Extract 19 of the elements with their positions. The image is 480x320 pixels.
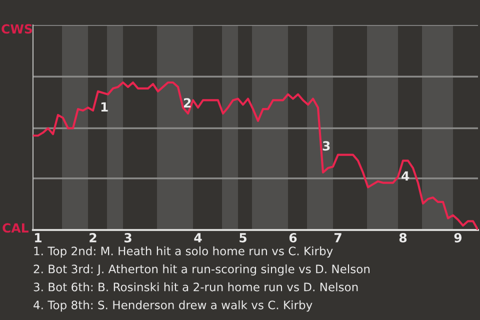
x-tick-label: 4 (194, 233, 202, 242)
text: 3. Bot 6th: B. Rosinski hit a 2-run home run vs D. Nelson (34, 282, 358, 292)
text: 1. Top 2nd: M. Heath hit a solo home run vs C. Kirby (34, 246, 333, 258)
annotation: 2 (184, 98, 191, 108)
text: CAL (2, 223, 28, 233)
x-tick-label: 6 (289, 233, 297, 242)
text: CWS (2, 24, 32, 34)
annotation: 3 (322, 141, 330, 151)
annotation: 4 (402, 171, 410, 180)
x-tick-label: 7 (334, 233, 342, 242)
x-tick-label: 9 (454, 233, 462, 242)
text: 4. Top 8th: S. Henderson drew a walk vs C. Kirby (34, 300, 312, 312)
annotation: 1 (101, 102, 108, 112)
x-tick-label: 1 (35, 233, 42, 242)
x-tick-label: 8 (399, 233, 407, 242)
x-tick-label: 5 (240, 233, 246, 242)
x-tick-label: 2 (90, 233, 96, 242)
x-tick-label: 3 (124, 233, 132, 242)
text: 2. Bot 3rd: J. Atherton hit a run-scoring single vs D. Nelson (34, 264, 370, 276)
